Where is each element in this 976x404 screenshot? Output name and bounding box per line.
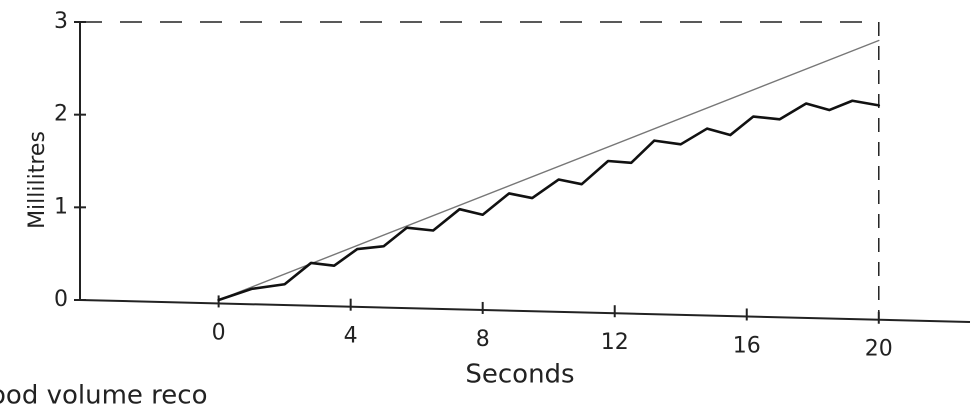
x-tick-label: 12 — [601, 330, 629, 355]
x-tick-label: 4 — [344, 324, 358, 349]
caption: ood volume reco — [0, 381, 207, 404]
y-tick-label: 2 — [54, 102, 68, 127]
data-line — [217, 39, 880, 301]
data-line — [217, 99, 881, 302]
x-tick-label: 20 — [865, 337, 893, 362]
x-tick-label: 0 — [212, 320, 226, 345]
x-axis — [79, 299, 971, 323]
y-tick-label: 0 — [54, 287, 68, 312]
y-tick-label: 1 — [54, 194, 68, 219]
y-axis-label: Millilitres — [25, 131, 50, 229]
y-tick-label: 3 — [54, 9, 68, 34]
x-axis-label: Seconds — [465, 360, 574, 390]
x-tick-label: 16 — [733, 333, 761, 358]
x-tick-label: 8 — [476, 327, 490, 352]
